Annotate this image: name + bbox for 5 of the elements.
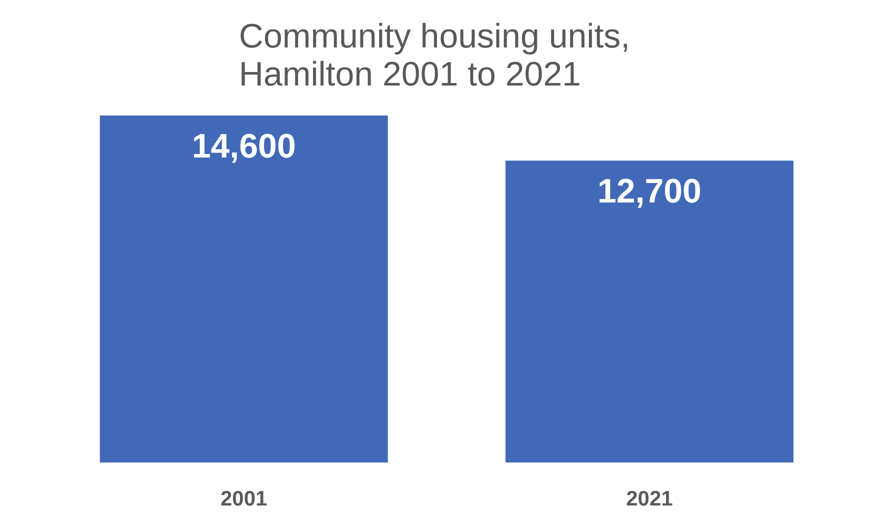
- x-tick-label: 2001: [220, 488, 268, 510]
- x-tick-label: 2021: [626, 488, 674, 510]
- data-label: 12,700: [597, 172, 702, 211]
- chart-title: Community housing units, Hamilton 2001 to 2021: [238, 18, 630, 94]
- data-label: 14,600: [192, 127, 296, 166]
